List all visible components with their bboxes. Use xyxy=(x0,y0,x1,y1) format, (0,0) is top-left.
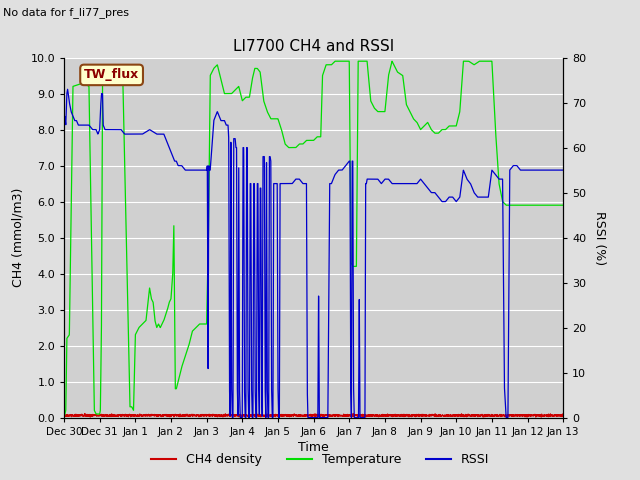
Text: TW_flux: TW_flux xyxy=(84,68,140,82)
Legend: CH4 density, Temperature, RSSI: CH4 density, Temperature, RSSI xyxy=(146,448,494,471)
Y-axis label: CH4 (mmol/m3): CH4 (mmol/m3) xyxy=(12,188,25,288)
Text: No data for f_li77_pres: No data for f_li77_pres xyxy=(3,7,129,18)
Title: LI7700 CH4 and RSSI: LI7700 CH4 and RSSI xyxy=(233,39,394,54)
Y-axis label: RSSI (%): RSSI (%) xyxy=(593,211,606,264)
X-axis label: Time: Time xyxy=(298,441,329,454)
